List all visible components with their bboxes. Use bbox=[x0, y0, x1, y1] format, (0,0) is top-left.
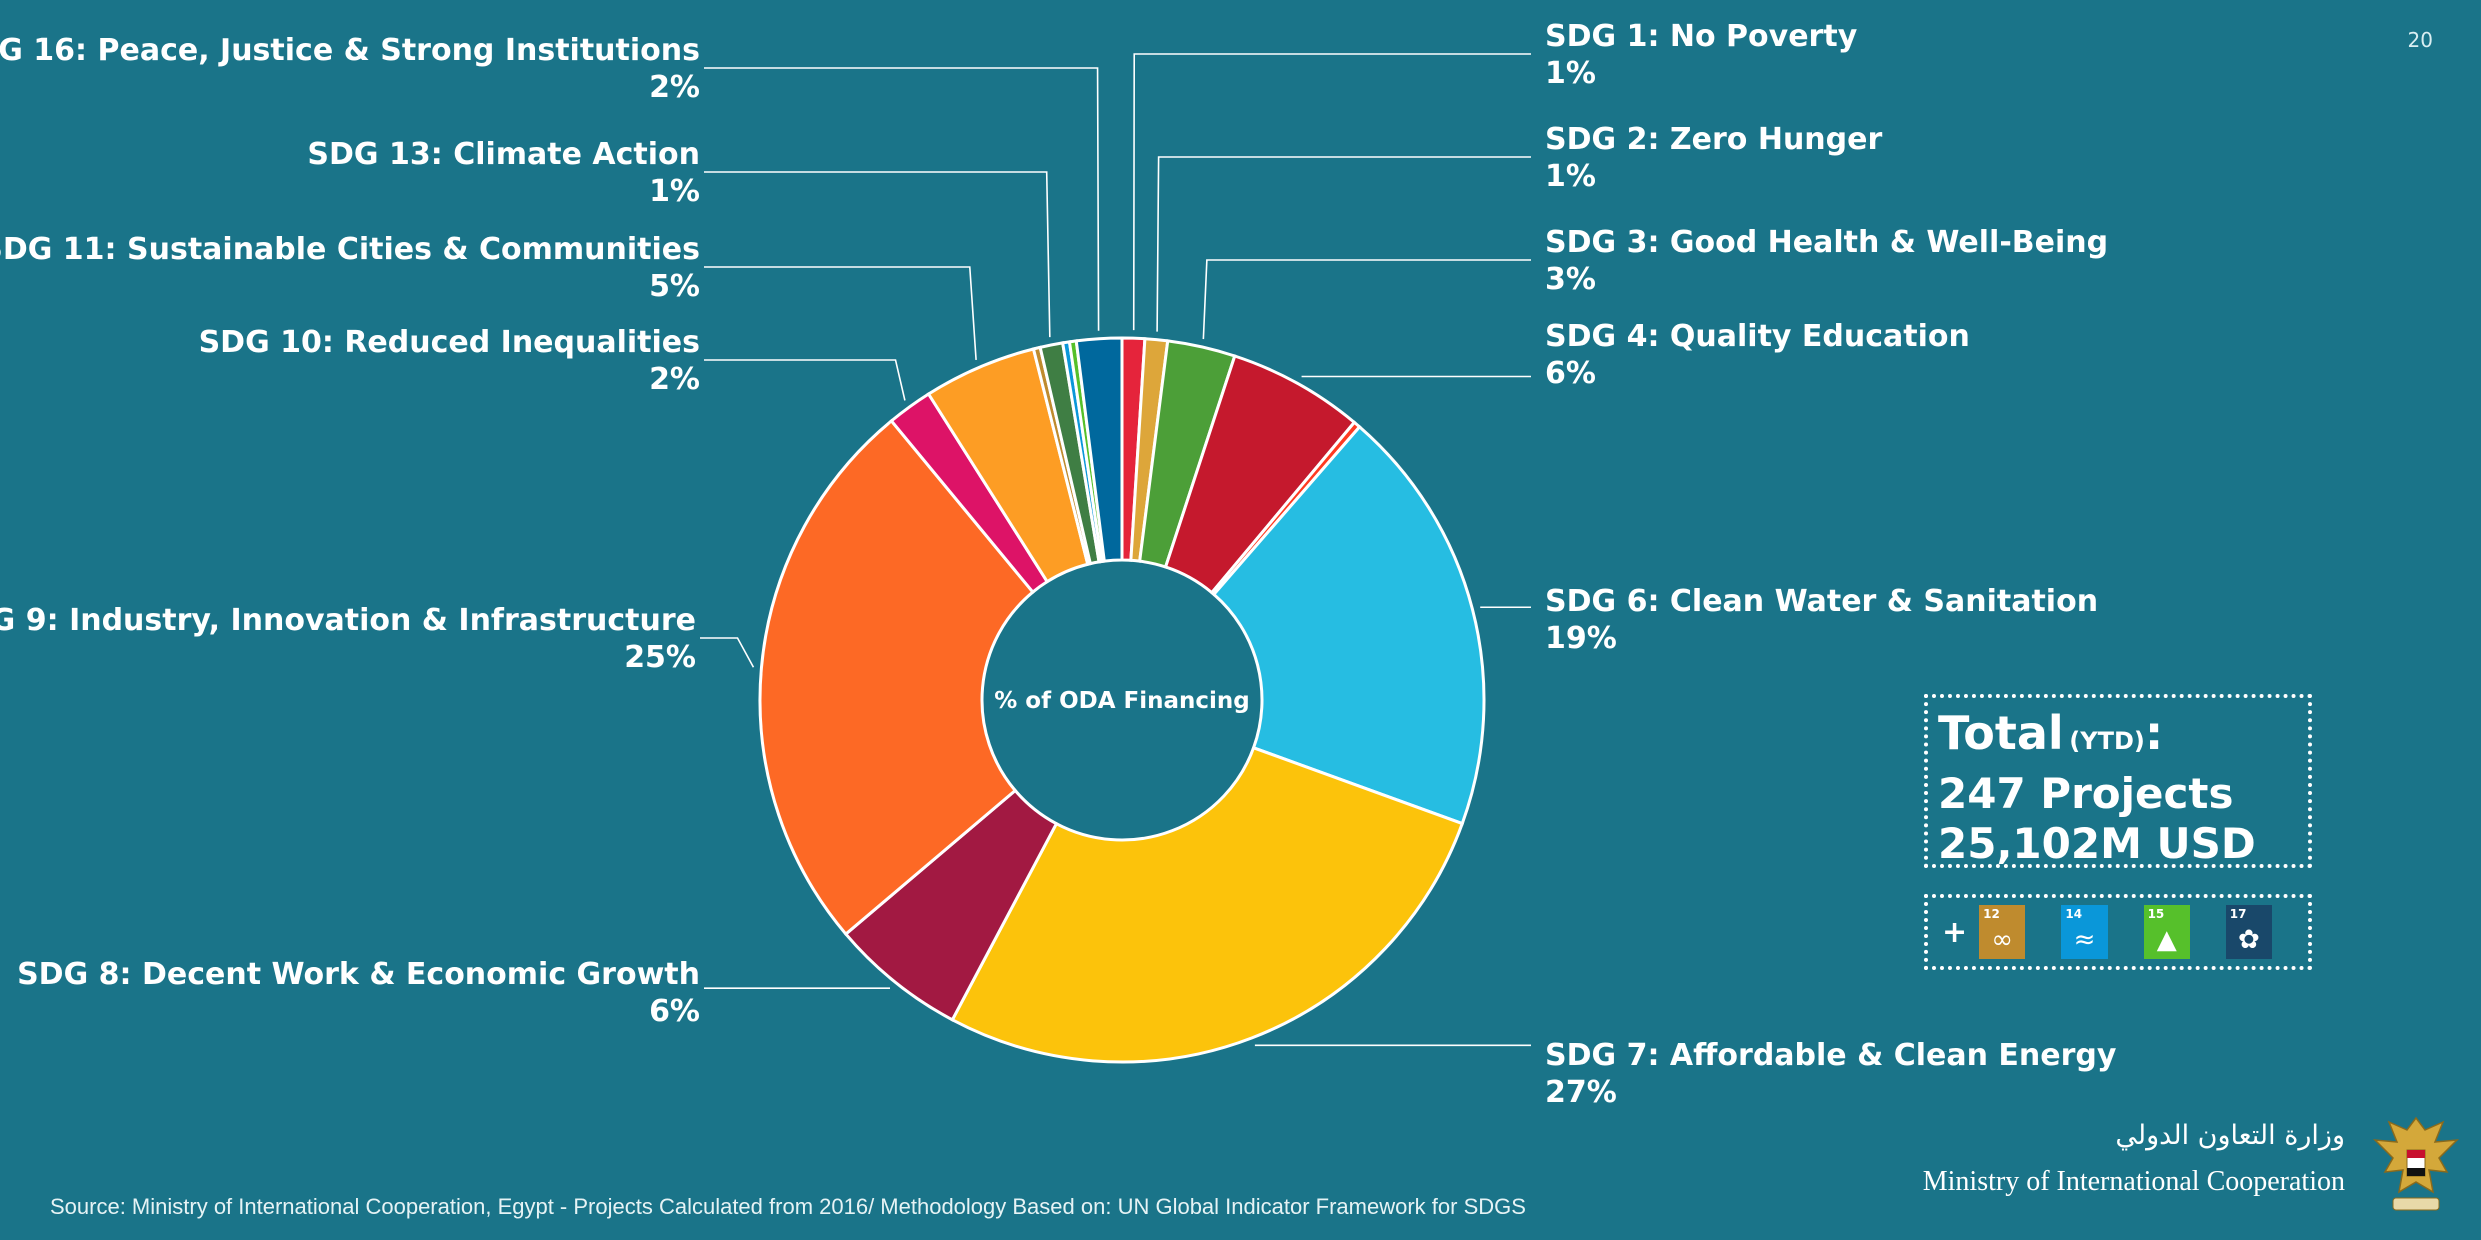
total-colon: : bbox=[2144, 706, 2164, 760]
slice-5 bbox=[1211, 424, 1486, 826]
slice-value-label-6: 27% bbox=[1545, 1075, 1617, 1110]
sdg-15-number: 15 bbox=[2147, 907, 2165, 921]
leader-line-10 bbox=[704, 266, 977, 361]
slice-value-label-12: 1% bbox=[649, 174, 700, 209]
slice-name-label-12: SDG 13: Climate Action bbox=[307, 137, 700, 172]
slice-value-label-2: 3% bbox=[1545, 262, 1596, 297]
slice-value-label-10: 5% bbox=[649, 269, 700, 304]
leader-line-12 bbox=[704, 171, 1051, 338]
ministry-name-arabic: وزارة التعاون الدولي bbox=[2115, 1120, 2345, 1151]
ministry-name-english: Ministry of International Cooperation bbox=[1922, 1166, 2345, 1197]
leader-line-8 bbox=[700, 637, 755, 668]
sdg-15-icon: 15 ▲ bbox=[2143, 905, 2190, 959]
sdg-14-icon: 14 ≈ bbox=[2061, 905, 2108, 959]
slice-name-label-5: SDG 6: Clean Water & Sanitation bbox=[1545, 584, 2098, 619]
slice-name-label-6: SDG 7: Affordable & Clean Energy bbox=[1545, 1038, 2117, 1073]
slice-name-label-7: SDG 8: Decent Work & Economic Growth bbox=[17, 957, 700, 992]
slice-value-label-15: 2% bbox=[649, 70, 700, 105]
slice-8 bbox=[758, 418, 1035, 937]
total-box: Total (YTD): 247 Projects 25,102M USD bbox=[1924, 694, 2312, 868]
slice-value-label-7: 6% bbox=[649, 994, 700, 1029]
sdg-17-number: 17 bbox=[2229, 907, 2247, 921]
slice-name-label-2: SDG 3: Good Health & Well-Being bbox=[1545, 225, 2108, 260]
sdg-12-number: 12 bbox=[1983, 907, 2000, 921]
leader-lines-group bbox=[700, 53, 1531, 1047]
slice-name-label-1: SDG 2: Zero Hunger bbox=[1545, 122, 1882, 157]
leader-line-9 bbox=[704, 359, 906, 401]
tree-icon: ▲ bbox=[2156, 925, 2177, 955]
page-number: 20 bbox=[2407, 28, 2433, 52]
plus-sign: + bbox=[1942, 914, 1968, 950]
total-title: Total bbox=[1938, 706, 2064, 760]
slice-15 bbox=[1074, 336, 1124, 563]
slice-value-label-3: 6% bbox=[1545, 356, 1596, 391]
infinity-icon: ∞ bbox=[1991, 925, 2014, 955]
slice-value-label-9: 2% bbox=[649, 362, 700, 397]
leader-line-1 bbox=[1156, 156, 1531, 332]
slice-value-label-5: 19% bbox=[1545, 621, 1617, 656]
slice-value-label-0: 1% bbox=[1545, 56, 1596, 91]
total-amount: 25,102M USD bbox=[1938, 819, 2256, 868]
leader-line-15 bbox=[704, 67, 1100, 331]
slice-name-label-8: SDG 9: Industry, Innovation & Infrastruc… bbox=[0, 603, 696, 638]
extra-sdgs-box: + 12 ∞ 14 ≈ 15 ▲ 17 ✿ bbox=[1924, 894, 2312, 970]
slice-name-label-9: SDG 10: Reduced Inequalities bbox=[199, 325, 700, 360]
eagle-emblem-icon bbox=[2373, 1116, 2459, 1211]
slice-6 bbox=[950, 745, 1465, 1064]
slice-name-label-15: SDG 16: Peace, Justice & Strong Institut… bbox=[0, 33, 700, 68]
slice-value-label-1: 1% bbox=[1545, 159, 1596, 194]
slices-group bbox=[758, 336, 1486, 1064]
slice-name-label-0: SDG 1: No Poverty bbox=[1545, 19, 1858, 54]
slice-name-label-10: SDG 11: Sustainable Cities & Communities bbox=[0, 232, 700, 267]
slice-name-label-3: SDG 4: Quality Education bbox=[1545, 319, 1970, 354]
leader-line-2 bbox=[1202, 259, 1531, 340]
center-label: % of ODA Financing bbox=[994, 688, 1250, 714]
total-ytd: (YTD) bbox=[2069, 727, 2145, 755]
leader-line-0 bbox=[1132, 53, 1531, 331]
sdg-14-number: 14 bbox=[2065, 907, 2083, 921]
fish-icon: ≈ bbox=[2073, 925, 2096, 955]
flower-icon: ✿ bbox=[2238, 925, 2260, 955]
slice-value-label-8: 25% bbox=[624, 640, 696, 675]
sdg-17-icon: 17 ✿ bbox=[2225, 905, 2273, 959]
total-projects: 247 Projects bbox=[1938, 769, 2234, 818]
source-note: Source: Ministry of International Cooper… bbox=[50, 1194, 1526, 1219]
sdg-12-icon: 12 ∞ bbox=[1979, 905, 2026, 959]
